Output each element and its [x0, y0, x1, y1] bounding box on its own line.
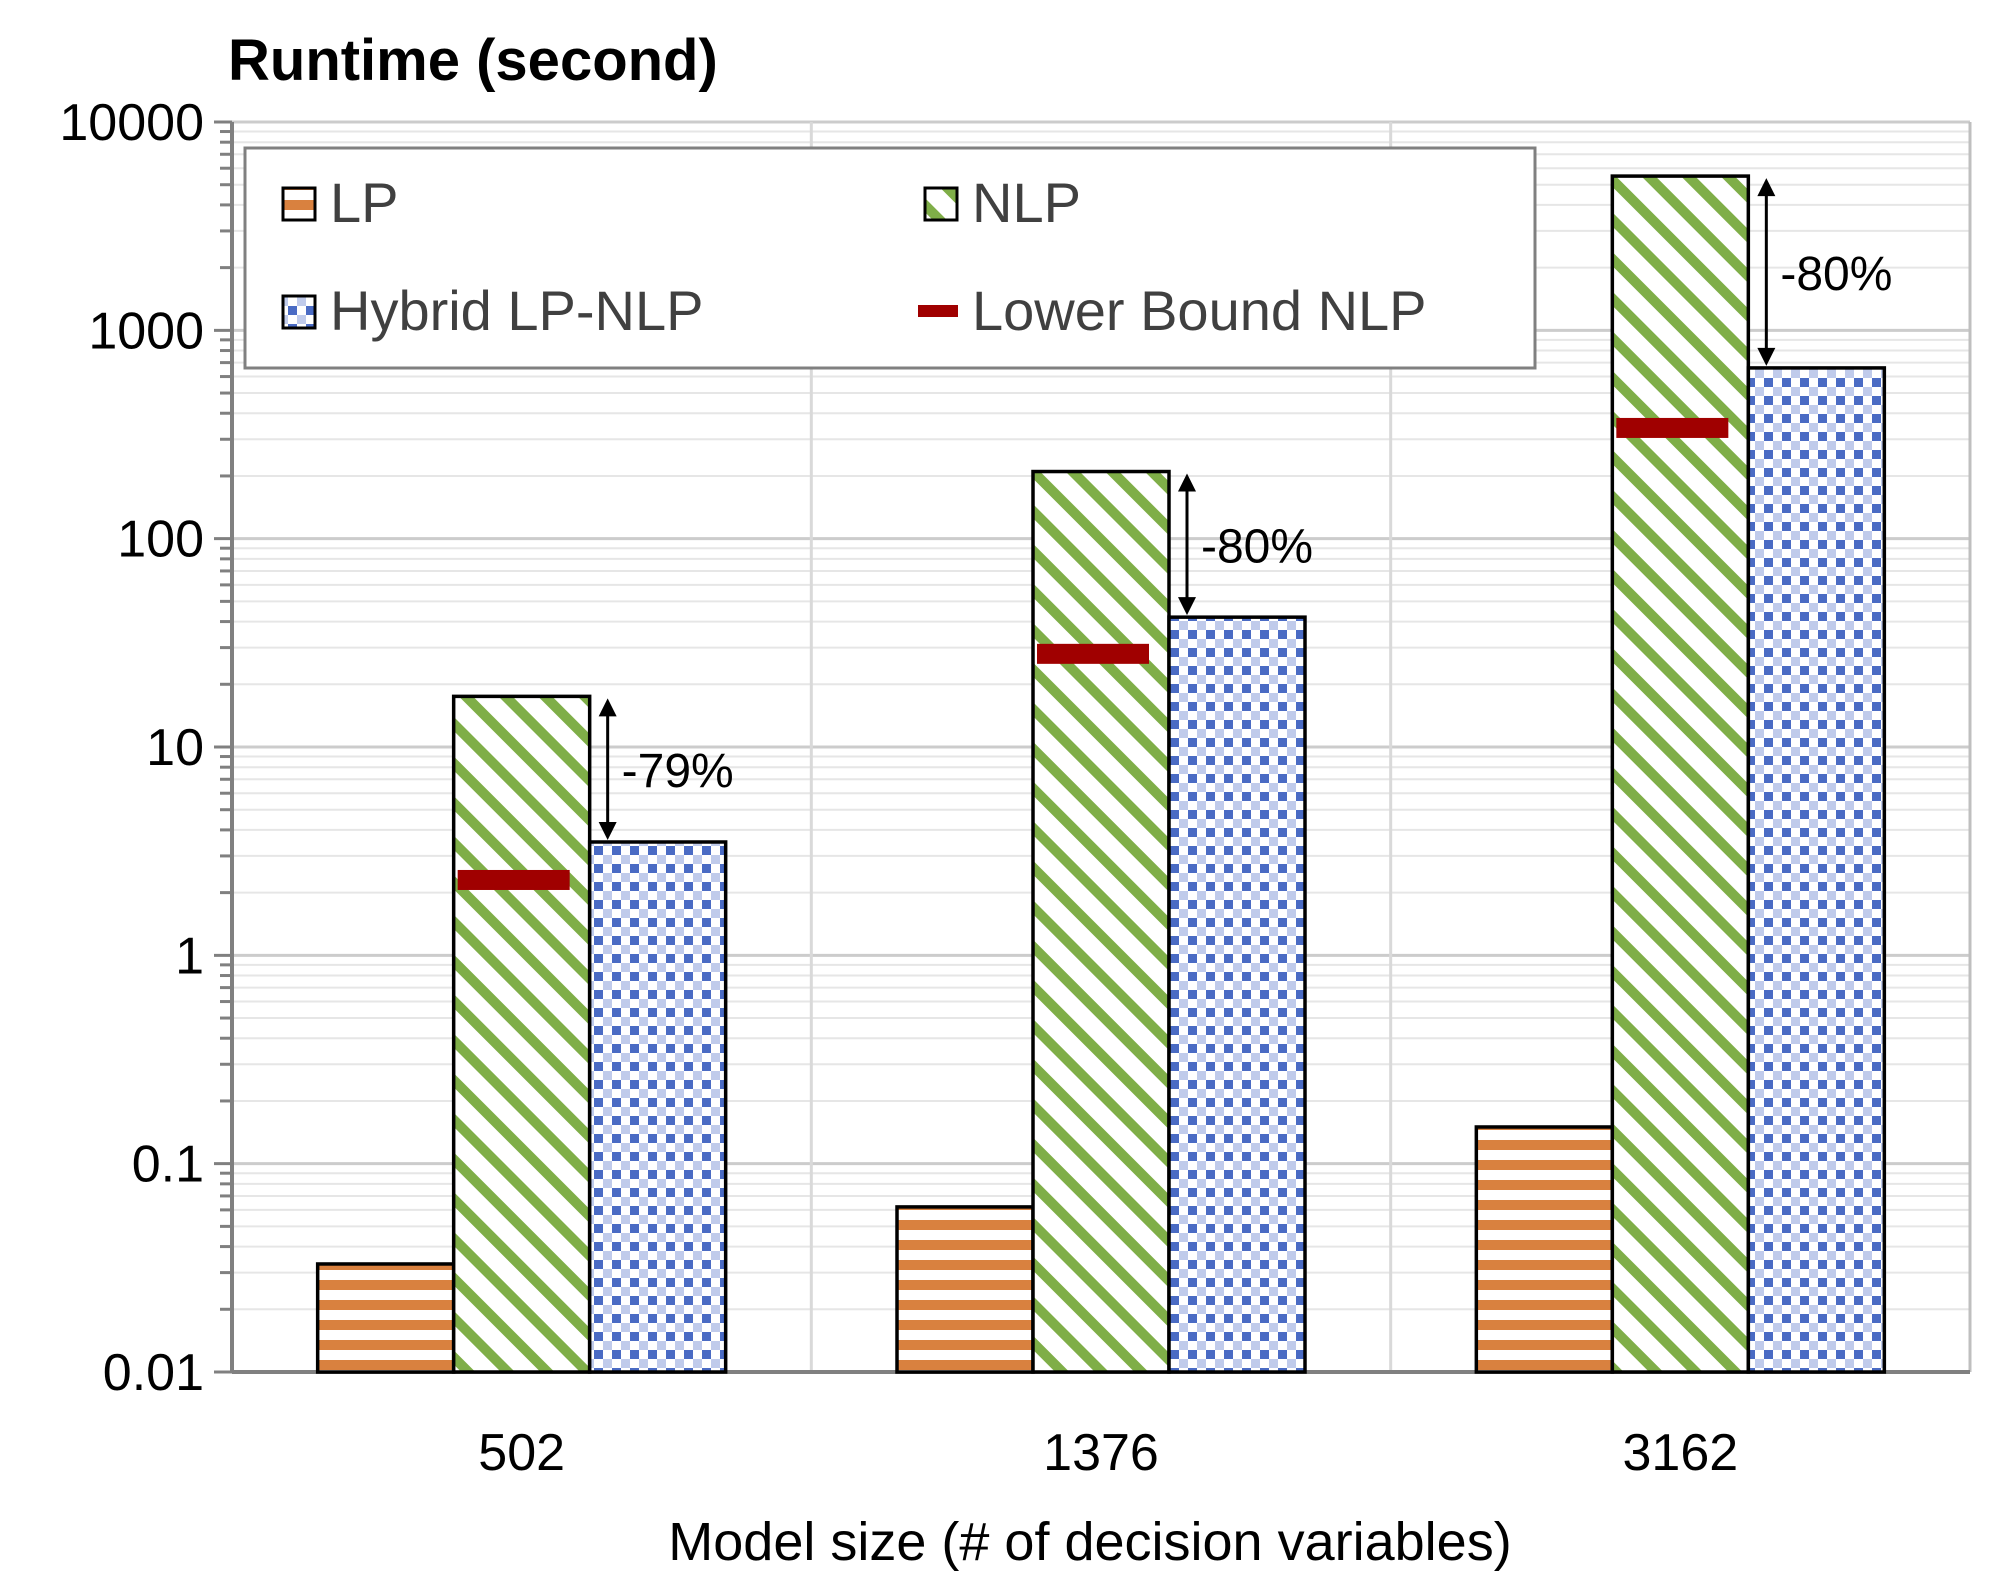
- y-tick-label: 10000: [59, 94, 204, 152]
- bar-lp: [1474, 1125, 1615, 1374]
- reduction-arrow-head-down: [1757, 347, 1776, 366]
- reduction-arrow-head-up: [1757, 178, 1776, 197]
- bar-nlp: [1031, 469, 1171, 1374]
- y-tick-label: 100: [117, 511, 204, 569]
- legend-swatch-lp: [281, 186, 317, 222]
- y-tick-label: 10: [146, 719, 204, 777]
- lower-bound-markers: [457, 417, 1729, 890]
- y-tick-label: 0.1: [132, 1136, 204, 1194]
- y-tick-label: 1000: [88, 302, 204, 360]
- legend-swatch-hybrid: [281, 294, 317, 330]
- legend-label-hybrid: Hybrid LP-NLP: [330, 279, 703, 342]
- legend-label-lp: LP: [330, 171, 399, 234]
- bar-nlp: [451, 694, 592, 1374]
- chart-title: Runtime (second): [228, 28, 718, 93]
- lower-bound-marker: [457, 869, 570, 890]
- reduction-arrow-head-down: [1178, 597, 1196, 616]
- reduction-arrow-head-down: [598, 821, 617, 840]
- bar-lp: [315, 1262, 456, 1374]
- y-tick-label: 0.01: [103, 1344, 204, 1402]
- y-tick-label: 1: [175, 927, 204, 985]
- lower-bound-marker: [1616, 417, 1729, 438]
- reduction-label: -80%: [1201, 520, 1313, 573]
- axes: 10000 1000 100 10 1 0.1 0.01 502 1376 3162: [59, 94, 1972, 1482]
- legend-label-nlp: NLP: [972, 171, 1081, 234]
- bar-hybrid: [1167, 615, 1307, 1374]
- bar-nlp: [1610, 174, 1751, 1374]
- x-tick-label: 1376: [1043, 1424, 1159, 1482]
- legend: LP NLP Hybrid LP-NLP Lower Bound NLP: [243, 146, 1537, 370]
- legend-swatch-nlp: [923, 186, 959, 222]
- lower-bound-marker: [1037, 643, 1149, 664]
- bar-hybrid: [1746, 366, 1887, 1374]
- reduction-arrow-head-up: [598, 698, 617, 717]
- x-tick-label: 3162: [1622, 1424, 1738, 1482]
- legend-label-lower-bound: Lower Bound NLP: [972, 279, 1427, 342]
- reduction-arrow-head-up: [1178, 473, 1196, 492]
- x-axis-label: Model size (# of decision variables): [668, 1512, 1511, 1572]
- legend-swatch-lower-bound: [918, 305, 958, 317]
- bar-lp: [895, 1205, 1035, 1374]
- annotations: -79% -80% -80%: [598, 178, 1892, 840]
- legend-box: [243, 146, 1537, 370]
- x-tick-label: 502: [478, 1424, 565, 1482]
- reduction-label: -80%: [1780, 248, 1892, 301]
- reduction-label: -79%: [622, 745, 734, 798]
- bars: [315, 174, 1887, 1374]
- bar-hybrid: [587, 840, 728, 1374]
